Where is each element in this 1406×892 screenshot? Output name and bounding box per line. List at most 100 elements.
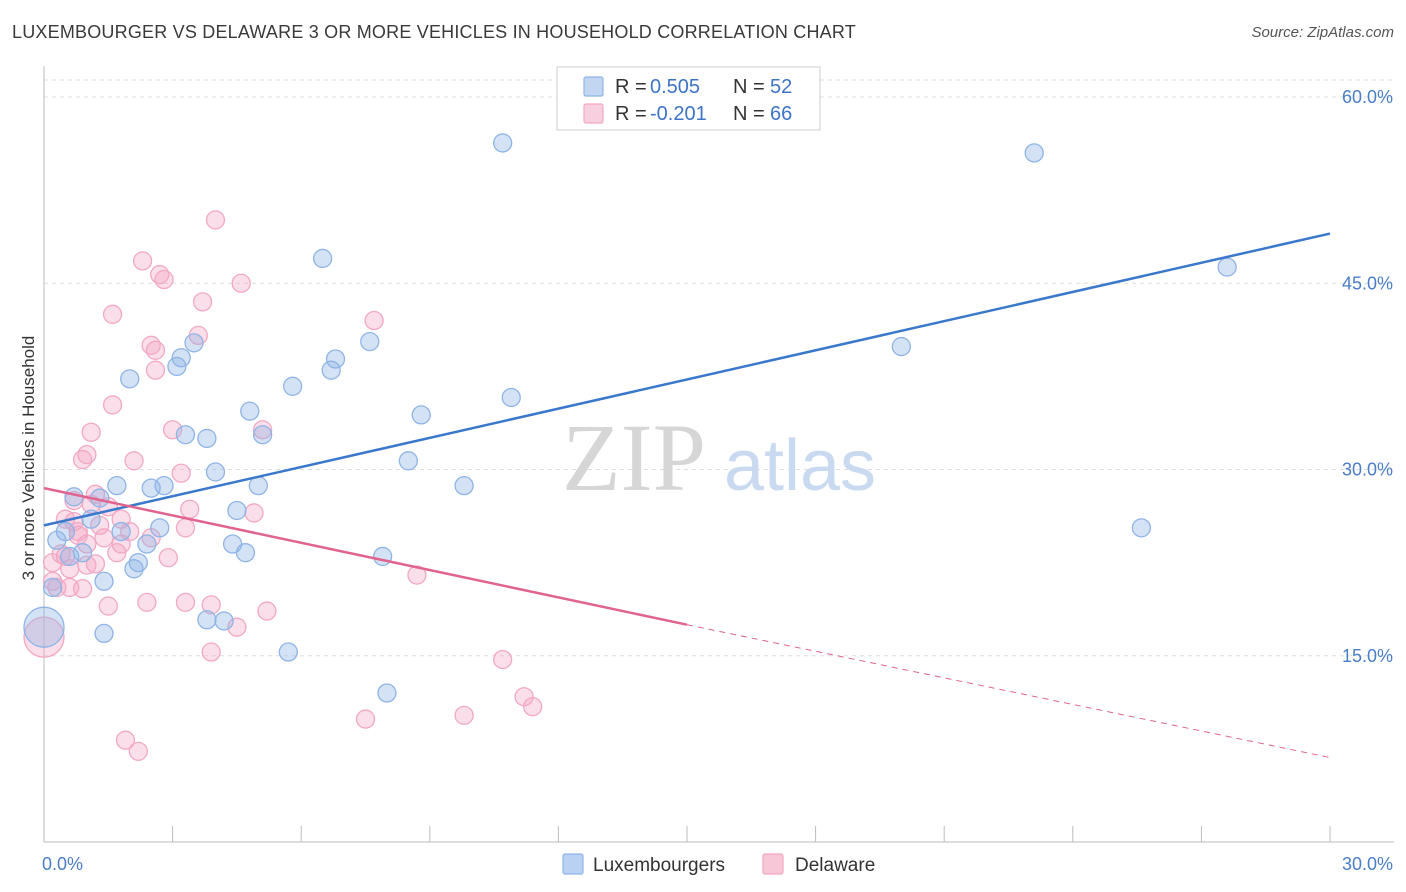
delaware-point <box>137 592 157 613</box>
luxembourger-point <box>120 369 140 389</box>
x-tick-label-max: 30.0% <box>1342 854 1393 874</box>
luxembourger-point <box>55 521 76 542</box>
luxembourger-point <box>94 571 114 591</box>
delaware-point <box>175 592 196 613</box>
delaware-point <box>252 420 273 440</box>
luxembourger-point <box>1131 518 1152 538</box>
legend-n-value: 66 <box>770 103 792 125</box>
luxembourger-point <box>167 356 187 377</box>
delaware-point <box>77 555 97 575</box>
y-tick-label: 15.0% <box>1342 646 1393 666</box>
luxembourger-point <box>398 451 419 471</box>
luxembourger-point <box>184 333 204 353</box>
legend-swatch <box>583 103 604 124</box>
luxembourger-point <box>137 534 157 554</box>
luxembourger-point <box>94 623 114 644</box>
delaware-point <box>407 565 427 585</box>
chart-title: LUXEMBOURGER VS DELAWARE 3 OR MORE VEHIC… <box>12 22 856 42</box>
source-credit: Source: ZipAtlas.com <box>1251 24 1394 41</box>
delaware-point <box>231 273 251 293</box>
delaware-points <box>23 210 543 762</box>
delaware-point <box>171 463 191 483</box>
luxembourger-point <box>501 387 521 408</box>
bottom-legend-label: Delaware <box>795 855 875 876</box>
bottom-legend-swatch <box>762 853 784 875</box>
luxembourger-point <box>111 521 131 542</box>
luxembourger-point <box>493 133 513 153</box>
delaware-point <box>205 210 226 230</box>
luxembourger-point <box>107 475 127 496</box>
y-axis-label-group: 3 or more Vehicles in Household <box>19 336 38 581</box>
luxembourger-point <box>282 376 303 396</box>
delaware-point <box>128 741 148 762</box>
luxembourger-point <box>377 683 397 703</box>
luxembourger-point <box>205 462 226 482</box>
delaware-point <box>180 499 200 519</box>
delaware-point <box>81 422 101 442</box>
x-tick-label-min: 0.0% <box>42 854 83 874</box>
delaware-point <box>355 709 376 729</box>
legend-r-label: R = <box>615 76 647 98</box>
delaware-point <box>244 503 264 523</box>
delaware-point <box>77 444 97 465</box>
delaware-point <box>158 548 178 568</box>
luxembourger-point <box>214 611 234 631</box>
delaware-point <box>523 697 543 717</box>
luxembourger-point <box>325 349 346 369</box>
luxembourger-point <box>240 401 260 421</box>
watermark-atlas: atlas <box>724 426 876 506</box>
y-tick-label: 60.0% <box>1342 87 1393 107</box>
luxembourger-point <box>891 336 911 357</box>
delaware-trend-line <box>43 486 688 626</box>
grid-lines <box>44 79 1394 657</box>
delaware-point <box>201 595 221 615</box>
delaware-point <box>115 730 136 750</box>
luxembourger-point <box>175 425 196 445</box>
delaware-point <box>132 251 153 271</box>
luxembourger-point <box>1217 257 1237 277</box>
y-tick-label: 30.0% <box>1342 460 1393 480</box>
bottom-legend-label: Luxembourgers <box>593 855 725 876</box>
luxembourger-point <box>197 610 217 630</box>
delaware-point <box>107 543 127 563</box>
legend-n-value: 52 <box>770 76 792 98</box>
bottom-legend-swatch <box>562 853 584 875</box>
delaware-point <box>145 360 166 380</box>
stats-legend: R = 0.505 N = 52 R = -0.201 N = 66 <box>556 66 821 131</box>
delaware-point <box>102 395 123 415</box>
delaware-point <box>72 579 93 599</box>
delaware-point <box>175 518 196 538</box>
axes <box>43 66 1394 843</box>
luxembourgers-points <box>23 133 1237 703</box>
luxembourger-point <box>150 518 170 538</box>
watermark: ZIP atlas <box>562 404 876 511</box>
delaware-point <box>364 310 384 331</box>
luxembourger-point <box>411 405 431 425</box>
legend-r-value: -0.201 <box>650 103 707 125</box>
luxembourger-point <box>23 606 65 648</box>
luxembourger-point <box>42 577 63 598</box>
luxembourger-point <box>72 543 93 563</box>
luxembourger-point <box>278 642 298 662</box>
delaware-point <box>493 649 513 670</box>
luxembourger-point <box>454 475 474 496</box>
delaware-point <box>192 292 213 312</box>
luxembourger-point <box>197 428 217 449</box>
delaware-point <box>102 304 123 324</box>
legend-n-label: N = <box>733 76 765 98</box>
luxembourger-point <box>235 543 256 563</box>
series-legend: Luxembourgers Delaware <box>562 853 875 876</box>
delaware-point <box>94 528 114 548</box>
delaware-point <box>201 642 221 662</box>
delaware-point <box>257 601 277 621</box>
legend-n-label: N = <box>733 103 765 125</box>
luxembourger-point <box>312 248 333 269</box>
luxembourger-point <box>360 331 380 352</box>
delaware-point <box>154 269 174 290</box>
luxembourger-point <box>372 546 393 567</box>
luxembourger-point <box>154 475 174 496</box>
delaware-point <box>124 451 144 471</box>
y-axis-label: 3 or more Vehicles in Household <box>19 336 38 581</box>
luxembourger-point <box>128 552 148 573</box>
